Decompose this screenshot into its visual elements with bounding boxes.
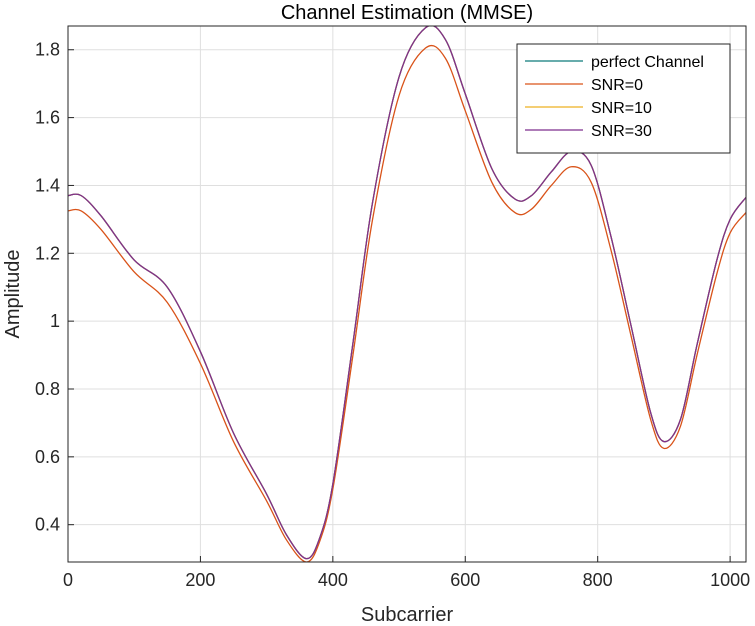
y-tick-label: 0.4 xyxy=(35,515,60,535)
legend-entry: SNR=0 xyxy=(591,77,643,94)
series-line-4 xyxy=(68,26,746,560)
y-tick-label: 1.4 xyxy=(35,175,60,195)
y-axis-label: Amplitude xyxy=(2,250,24,339)
legend-box xyxy=(516,43,731,154)
ticks: 0 200 400 600 800 1000 0.4 0.6 0.8 1 1.2 1.4 1.6 1.8 xyxy=(35,40,750,590)
legend: perfect Channel SNR=0 SNR=10 SNR=30 xyxy=(516,43,731,154)
y-tick-label: 1.8 xyxy=(35,40,60,60)
x-tick-label: 800 xyxy=(583,570,613,590)
plot-frame xyxy=(67,25,747,563)
x-tick-label: 0 xyxy=(63,570,73,590)
x-tick-label: 400 xyxy=(318,570,348,590)
legend-entry: perfect Channel xyxy=(591,54,704,71)
x-tick-label: 1000 xyxy=(710,570,750,590)
series-layer xyxy=(68,26,746,562)
legend-entry: SNR=30 xyxy=(591,123,652,140)
x-tick-label: 600 xyxy=(450,570,480,590)
chart-title: Channel Estimation (MMSE) xyxy=(281,2,533,24)
series-line-2 xyxy=(68,44,746,562)
x-axis-label: Subcarrier xyxy=(361,604,454,626)
x-tick-label: 200 xyxy=(185,570,215,590)
y-tick-label: 1 xyxy=(50,311,60,331)
y-tick-label: 1.2 xyxy=(35,243,60,263)
y-tick-label: 0.6 xyxy=(35,447,60,467)
legend-entry: SNR=10 xyxy=(591,100,652,117)
y-tick-label: 1.6 xyxy=(35,108,60,128)
y-tick-label: 0.8 xyxy=(35,379,60,399)
